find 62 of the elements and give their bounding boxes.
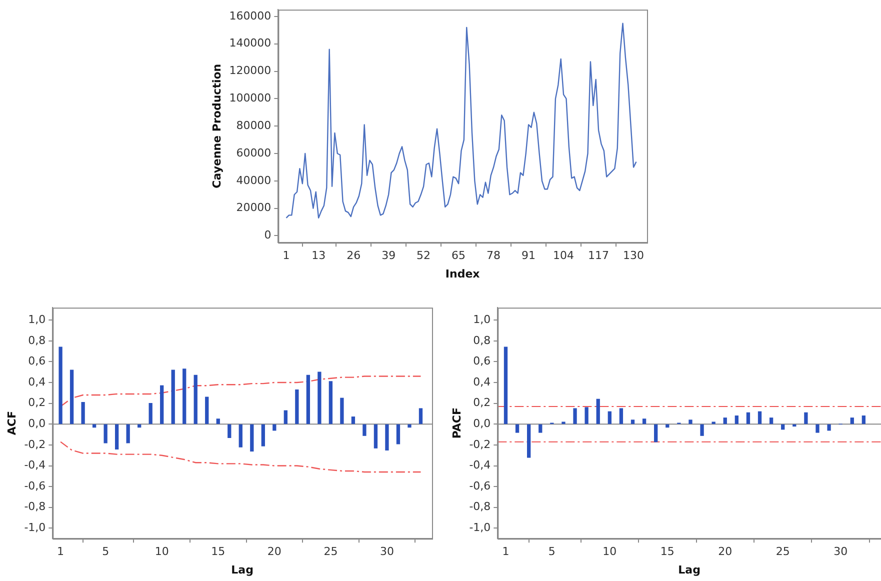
- y-tick-label: -0,4: [24, 458, 46, 472]
- y-tick-label: 0,6: [28, 354, 46, 368]
- x-tick-label: 10: [154, 545, 169, 558]
- x-tick-label: 25: [776, 545, 790, 558]
- x-tick-label: 20: [267, 545, 282, 558]
- y-tick-label: 0,8: [473, 334, 491, 347]
- x-tick-label: 117: [588, 249, 610, 262]
- y-tick-label: 20000: [236, 201, 272, 214]
- x-tick-label: 39: [382, 249, 396, 262]
- x-tick-label: 52: [416, 249, 431, 262]
- y-tick-label: 0,4: [28, 375, 46, 388]
- x-tick-label: 5: [102, 545, 110, 558]
- y-tick-label: -0,8: [469, 500, 491, 514]
- y-tick-label: 160000: [229, 9, 272, 22]
- y-tick-label: 0,2: [473, 396, 491, 410]
- y-tick-label: 0,0: [473, 417, 491, 430]
- y-tick-label: 0,6: [473, 354, 491, 368]
- y-tick-label: 40000: [236, 174, 272, 187]
- y-tick-label: 0,4: [473, 375, 491, 388]
- x-tick-label: 20: [718, 545, 732, 558]
- y-tick-label: -0,8: [24, 500, 46, 514]
- x-tick-label: 1: [282, 249, 290, 262]
- x-tick-label: 91: [522, 249, 536, 262]
- y-tick-label: 140000: [229, 36, 272, 50]
- y-tick-label: 0,0: [28, 417, 46, 430]
- y-tick-label: -0,6: [469, 479, 491, 492]
- x-tick-label: 65: [452, 249, 466, 262]
- y-tick-label: -0,2: [24, 438, 46, 451]
- x-tick-label: 25: [324, 545, 338, 558]
- y-axis-title: Cayenne Production: [210, 64, 224, 188]
- x-tick-label: 78: [486, 249, 501, 262]
- x-axis-title: Index: [445, 267, 480, 280]
- y-tick-label: -0,2: [469, 438, 491, 451]
- x-tick-label: 1: [502, 545, 510, 558]
- y-tick-label: 0,8: [28, 334, 46, 347]
- y-tick-label: 1,0: [473, 312, 491, 326]
- y-tick-label: 100000: [229, 92, 272, 105]
- y-tick-label: -1,0: [469, 521, 491, 534]
- y-tick-label: 120000: [229, 64, 272, 78]
- y-tick-label: 1,0: [28, 312, 46, 326]
- x-tick-label: 15: [211, 545, 226, 558]
- y-axis-title: PACF: [450, 408, 464, 439]
- x-tick-label: 26: [346, 249, 361, 262]
- y-axis-title: ACF: [5, 411, 18, 436]
- x-tick-label: 1: [57, 545, 64, 558]
- x-tick-label: 30: [380, 545, 394, 558]
- y-tick-label: -0,4: [469, 458, 491, 472]
- x-tick-label: 130: [623, 249, 644, 262]
- y-tick-label: 60000: [236, 146, 272, 160]
- y-tick-label: -0,6: [24, 479, 46, 492]
- x-axis-title: Lag: [678, 563, 700, 576]
- x-tick-label: 15: [660, 545, 674, 558]
- x-tick-label: 104: [553, 249, 574, 262]
- y-tick-label: 0,2: [28, 396, 46, 410]
- x-tick-label: 5: [548, 545, 556, 558]
- y-tick-label: -1,0: [24, 521, 46, 534]
- x-tick-label: 10: [602, 545, 617, 558]
- y-tick-label: 0: [264, 228, 272, 242]
- y-tick-label: 80000: [236, 118, 272, 132]
- x-tick-label: 13: [312, 249, 326, 262]
- x-tick-label: 30: [834, 545, 848, 558]
- x-axis-title: Lag: [231, 563, 254, 576]
